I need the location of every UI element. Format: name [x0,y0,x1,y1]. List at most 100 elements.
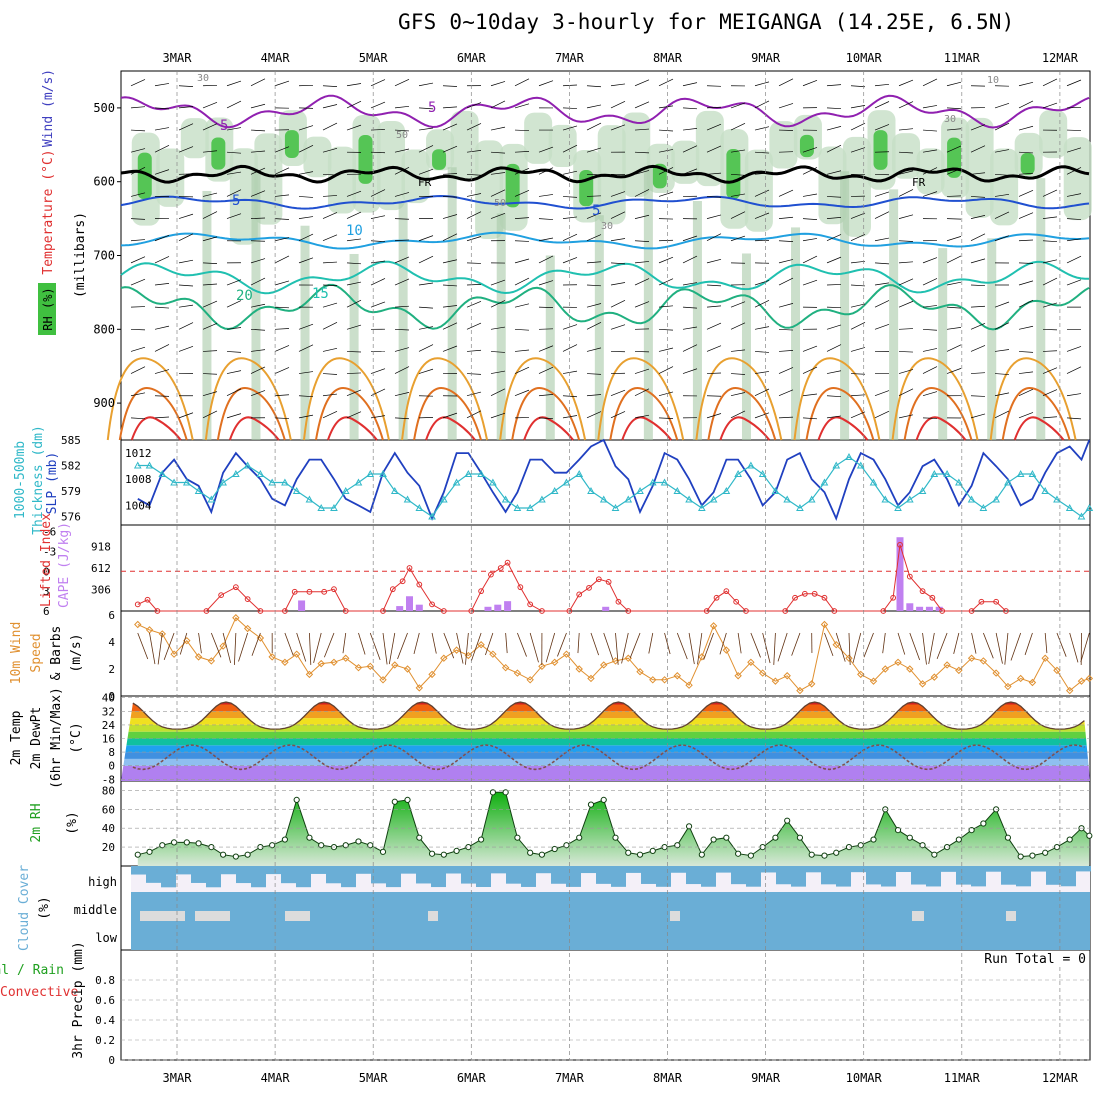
panel-side-label: (°C) [69,722,84,753]
date-label-top: 9MAR [751,51,781,65]
wind-barb [874,390,890,397]
thickness-marker [158,469,167,477]
wind-speed-marker [881,665,889,673]
wind-barb [538,394,554,397]
wind-barb-10m [936,632,948,659]
wind-speed-marker [452,646,461,654]
wind-barb [730,349,746,352]
wind-barb [1042,302,1058,308]
contour-label: FR [912,176,926,189]
lifted-index-marker [919,588,926,595]
wind-barb [610,299,626,308]
wind-barb [298,196,314,198]
wind-barb [466,173,482,176]
wind-barb [994,122,1010,131]
wind-barb [586,303,602,308]
cloud-high-bar [446,866,461,874]
precip-tick-label: 0.8 [95,974,115,987]
isotherm-warm-loop [597,357,685,441]
wind-barb [202,123,218,131]
wind-speed-marker [636,668,644,676]
wind-barb [850,394,866,397]
rh-shading-high [947,137,962,178]
wind-barb [538,345,554,352]
wind-barb-10m [928,632,935,665]
wind-barb [562,125,578,131]
wind-barb [610,411,626,419]
wind-barb [850,122,866,131]
wind-barb [850,212,866,219]
wind-barb [1018,125,1034,131]
wind-barb-10m [577,632,580,654]
wind-barb [970,322,986,330]
temp-tick-label: 24 [102,719,116,732]
rh-shading [475,140,504,240]
wind-barb-10m [163,632,175,660]
wind-barb [370,169,386,175]
cloud-high-bar [461,866,476,884]
wind-barb [754,299,770,308]
wind-barb [586,284,602,287]
temp-tick-label: 0 [108,760,115,773]
wind-barb [706,233,722,242]
wind-barb [610,324,626,330]
wind-barb [154,306,170,309]
lifted-index-marker [399,578,406,585]
wind-barb [298,371,314,374]
panel-side-label: SLP (mb) [45,452,60,515]
wind-barb-10m [397,632,408,660]
wind-barb [994,103,1010,109]
rh-marker [527,849,534,856]
cloud-high-bar [311,866,326,874]
wind-speed-marker [415,684,424,692]
wind-barb [202,300,218,308]
wind-speed-marker [600,661,608,669]
wind-barb-10m [1044,632,1048,654]
lifted-index-marker [978,598,985,605]
thickness-marker [256,469,265,477]
contour-label: 10 [346,223,363,239]
wind-barb [346,83,362,87]
cloud-high-bar [566,866,581,887]
upper-air-layer [106,78,1092,441]
wind-barb [322,234,338,242]
cape-bar [916,606,924,611]
rh-marker [576,834,583,841]
wind-barb [586,394,602,397]
wind-barb-10m [664,632,671,655]
wind-speed-marker [611,657,620,665]
thickness-marker [281,478,289,486]
wind-barb [322,322,338,330]
rh-marker [796,834,804,841]
wind-barb [394,105,410,109]
wind-barb [922,278,938,286]
pressure-tick-label: 600 [93,175,115,189]
wind-barb [346,389,362,397]
rh-shading [180,118,209,159]
wind-barb [778,389,794,397]
wind-barb-10m [737,632,742,654]
wind-barb [802,79,818,87]
thickness-marker [207,495,216,503]
thickness-marker [747,461,755,469]
lifted-index-marker [406,565,413,571]
wind-barb [730,211,746,219]
lifted-index-marker [880,608,887,614]
cloud-level-high: high [88,875,117,889]
rh-shading-high [726,148,741,199]
thickness-marker [341,486,350,494]
cloud-high-bar [626,866,641,873]
wind-barb [1066,393,1082,397]
wind-speed-marker [428,670,436,679]
wind-barb [682,344,698,352]
wind-speed-marker [391,661,399,669]
wind-barb [1066,106,1082,109]
wind-barb [394,347,410,352]
rh-marker [379,848,387,855]
wind-speed-marker [305,670,314,679]
wind-barb [562,216,578,219]
rh-marker [747,852,754,859]
wind-barb [226,370,242,374]
wind-barb [466,373,482,375]
wind-barb [682,145,698,153]
